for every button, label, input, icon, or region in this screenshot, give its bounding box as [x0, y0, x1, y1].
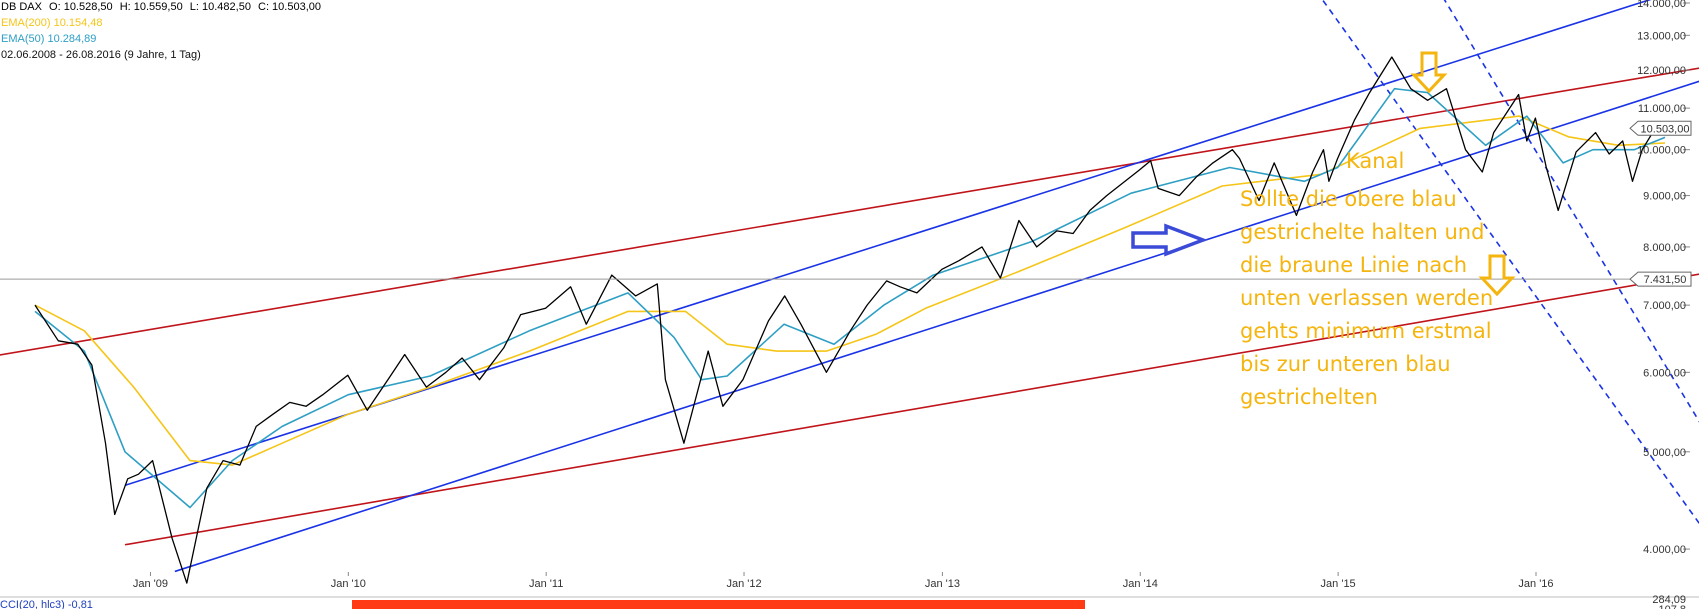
- trendline-6: [1443, 0, 1699, 423]
- y-tick-label: 11.000,00: [1638, 103, 1686, 115]
- price-marker-1: [1629, 120, 1692, 136]
- cci-panel-bar: [352, 600, 1085, 609]
- trendline-2: [124, 273, 1699, 546]
- cci-tick-label: 284,09: [1652, 594, 1686, 606]
- x-tick-label: Jan '16: [1518, 578, 1553, 590]
- ohlc-header: DB DAX O: 10.528,50 H: 10.559,50 L: 10.4…: [1, 0, 325, 14]
- low-value: L: 10.482,50: [189, 1, 251, 13]
- open-value: O: 10.528,50: [49, 1, 113, 13]
- y-tick-label: 13.000,00: [1637, 30, 1686, 42]
- trendline-1: [0, 67, 1699, 356]
- y-tick-label: 4.000,00: [1643, 544, 1686, 556]
- x-tick-label: Jan '15: [1321, 578, 1356, 590]
- trendline-4: [174, 80, 1699, 573]
- x-tick-label: Jan '10: [331, 578, 366, 590]
- annotation-line: gestrichelte halten und: [1240, 220, 1485, 244]
- cci-indicator-label: CCI(20, hlc3) -0,81: [0, 599, 93, 609]
- annotation-line: bis zur unteren blau: [1240, 352, 1451, 376]
- annotation-line: Sollte die obere blau: [1240, 187, 1457, 211]
- annotation-marks-layer: [1131, 51, 1516, 297]
- high-value: H: 10.559,50: [119, 1, 183, 13]
- down-arrow-icon: [1478, 254, 1516, 297]
- annotation-text: Sollte die obere blau gestrichelte halte…: [1240, 183, 1493, 414]
- annotation-line: die braune Linie nach: [1240, 253, 1468, 277]
- down-arrow-icon: [1410, 51, 1448, 94]
- x-tick-label: Jan '14: [1123, 578, 1158, 590]
- symbol-label: DB DAX: [1, 1, 42, 13]
- x-tick-label: Jan '13: [925, 578, 960, 590]
- ema50-legend: EMA(50) 10.284,89: [1, 33, 97, 45]
- series-layer: [34, 56, 1666, 584]
- annotation-line: unten verlassen werden: [1240, 286, 1494, 310]
- series-line-ema200: [34, 115, 1666, 466]
- price-marker-2: [1629, 271, 1692, 287]
- annotation-title: Kanal: [1346, 149, 1405, 173]
- date-range-label: 02.06.2008 - 26.08.2016 (9 Jahre, 1 Tag): [1, 49, 201, 61]
- annotation-line: gehts minimum erstmal: [1240, 319, 1492, 343]
- y-tick-label: 12.000,00: [1637, 65, 1686, 77]
- y-tick-label: 6.000,00: [1643, 367, 1686, 379]
- y-tick-label: 10.000,00: [1637, 145, 1686, 157]
- cci-tick-label: 107,8: [1658, 604, 1686, 609]
- x-tick-label: Jan '11: [529, 578, 563, 590]
- y-tick-label: 5.000,00: [1643, 447, 1686, 459]
- trendline-5: [1321, 0, 1699, 525]
- y-tick-label: 8.000,00: [1643, 242, 1686, 254]
- close-value: C: 10.503,00: [258, 1, 321, 13]
- y-tick-label: 7.000,00: [1643, 300, 1686, 312]
- y-tick-label: 14.000,00: [1637, 0, 1686, 10]
- ema200-legend: EMA(200) 10.154,48: [1, 17, 103, 29]
- series-line-ema50: [34, 87, 1666, 509]
- x-tick-label: Jan '12: [726, 578, 761, 590]
- price-marker-label: 10.503,00: [1641, 123, 1690, 135]
- y-tick-label: 9.000,00: [1643, 191, 1686, 203]
- x-tick-label: Jan '09: [133, 578, 168, 590]
- annotation-line: gestrichelten: [1240, 385, 1378, 409]
- series-line-price: [34, 56, 1666, 584]
- right-arrow-icon: [1131, 223, 1208, 257]
- price-marker-label: 7.431,50: [1644, 274, 1687, 286]
